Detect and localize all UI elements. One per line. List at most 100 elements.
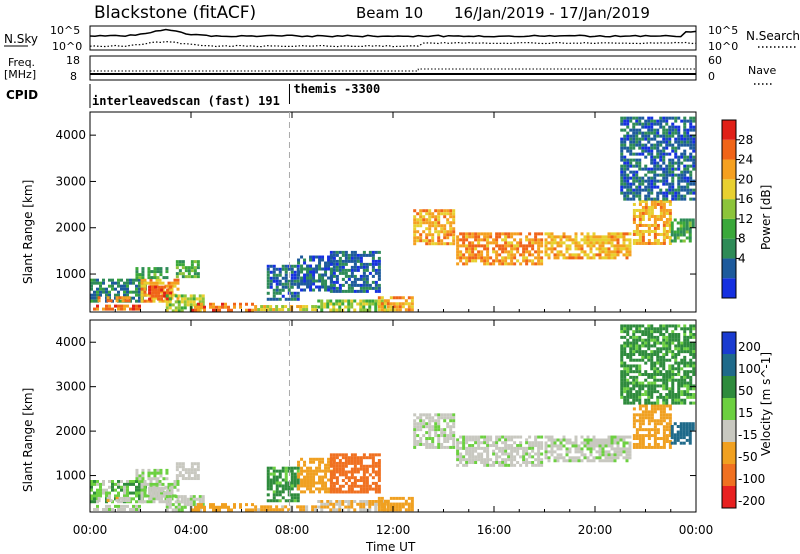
velocity-cell bbox=[166, 489, 170, 493]
power-cell bbox=[338, 286, 342, 290]
power-cell bbox=[650, 191, 654, 195]
velocity-cell bbox=[671, 375, 675, 379]
power-cell bbox=[419, 212, 423, 216]
power-cell bbox=[688, 227, 692, 231]
velocity-cell bbox=[550, 441, 554, 445]
power-cell bbox=[692, 182, 696, 186]
power-cell bbox=[96, 290, 99, 294]
power-cell bbox=[668, 161, 672, 165]
velocity-cell bbox=[626, 387, 630, 391]
power-cell bbox=[284, 282, 288, 286]
power-cell bbox=[623, 197, 627, 201]
power-cell bbox=[686, 191, 690, 195]
power-cell bbox=[638, 140, 642, 144]
power-cell bbox=[135, 287, 138, 291]
power-cell bbox=[635, 232, 639, 236]
velocity-cell bbox=[544, 435, 548, 439]
velocity-cell bbox=[347, 502, 351, 506]
velocity-cell bbox=[656, 373, 660, 377]
power-cell bbox=[126, 290, 129, 294]
power-cell bbox=[177, 306, 181, 310]
velocity-cell bbox=[347, 456, 351, 460]
power-cell bbox=[166, 297, 170, 301]
power-cell bbox=[625, 232, 629, 236]
power-cell bbox=[598, 238, 602, 242]
power-cell bbox=[662, 194, 666, 198]
velocity-cell bbox=[309, 466, 313, 470]
power-cell bbox=[671, 143, 675, 147]
power-cell bbox=[644, 143, 648, 147]
x-tick-label: 00:00 bbox=[679, 523, 714, 537]
velocity-cell bbox=[559, 447, 563, 451]
power-cell bbox=[150, 276, 154, 280]
power-cell bbox=[574, 235, 578, 239]
velocity-cell bbox=[93, 500, 96, 504]
power-cell bbox=[626, 167, 630, 171]
velocity-cell bbox=[583, 444, 587, 448]
power-cell bbox=[662, 238, 666, 242]
power-cell bbox=[668, 217, 672, 221]
velocity-cell bbox=[568, 456, 572, 460]
velocity-cell bbox=[635, 445, 639, 449]
velocity-cell bbox=[105, 491, 108, 495]
power-cell bbox=[519, 244, 523, 248]
velocity-cell bbox=[299, 505, 303, 509]
velocity-cell bbox=[632, 407, 636, 411]
velocity-cell bbox=[486, 449, 490, 453]
power-cell bbox=[635, 158, 639, 162]
velocity-cell bbox=[347, 479, 351, 483]
velocity-cell bbox=[653, 335, 657, 339]
velocity-cell bbox=[556, 453, 560, 457]
velocity-cell bbox=[178, 462, 182, 466]
power-cell bbox=[165, 294, 169, 298]
power-cell bbox=[680, 134, 684, 138]
power-cell bbox=[356, 302, 360, 306]
velocity-cell bbox=[99, 482, 102, 486]
power-cell bbox=[362, 268, 366, 272]
power-cell bbox=[347, 277, 351, 281]
velocity-cell bbox=[171, 503, 175, 507]
velocity-cell bbox=[296, 505, 300, 509]
power-cell bbox=[665, 122, 669, 126]
power-cell bbox=[196, 263, 200, 267]
power-cell bbox=[272, 297, 276, 301]
power-cell bbox=[318, 261, 322, 265]
power-cell bbox=[653, 199, 657, 203]
power-cell bbox=[275, 288, 279, 292]
power-cell bbox=[644, 134, 648, 138]
power-cell bbox=[371, 274, 375, 278]
velocity-cell bbox=[121, 499, 125, 503]
power-cell bbox=[189, 297, 193, 301]
velocity-cell bbox=[620, 330, 624, 334]
velocity-cell bbox=[668, 416, 672, 420]
power-cell bbox=[692, 140, 696, 144]
velocity-cell bbox=[278, 508, 282, 512]
velocity-colorbar-tick-label: 200 bbox=[738, 340, 761, 354]
power-cell bbox=[498, 262, 502, 266]
power-cell bbox=[668, 214, 672, 218]
power-cell bbox=[380, 302, 384, 306]
power-cell bbox=[132, 307, 135, 311]
power-cell bbox=[395, 296, 399, 300]
power-cell bbox=[168, 294, 172, 298]
velocity-cell bbox=[626, 341, 630, 345]
power-cell bbox=[674, 161, 678, 165]
power-cell bbox=[689, 128, 693, 132]
velocity-cell bbox=[365, 500, 369, 503]
velocity-cell bbox=[300, 457, 304, 461]
power-cell bbox=[350, 250, 354, 254]
velocity-cell bbox=[677, 373, 681, 377]
velocity-cell bbox=[105, 508, 108, 511]
power-cell bbox=[662, 223, 666, 227]
power-cell bbox=[198, 297, 202, 301]
power-cell bbox=[677, 161, 681, 165]
velocity-cell bbox=[123, 491, 126, 495]
velocity-cell bbox=[620, 390, 624, 394]
power-cell bbox=[504, 241, 508, 245]
velocity-cell bbox=[329, 464, 333, 468]
power-cell bbox=[281, 305, 285, 309]
power-cell bbox=[365, 289, 369, 293]
velocity-cell bbox=[201, 503, 205, 507]
power-cell bbox=[692, 149, 696, 153]
power-cell bbox=[668, 131, 672, 135]
